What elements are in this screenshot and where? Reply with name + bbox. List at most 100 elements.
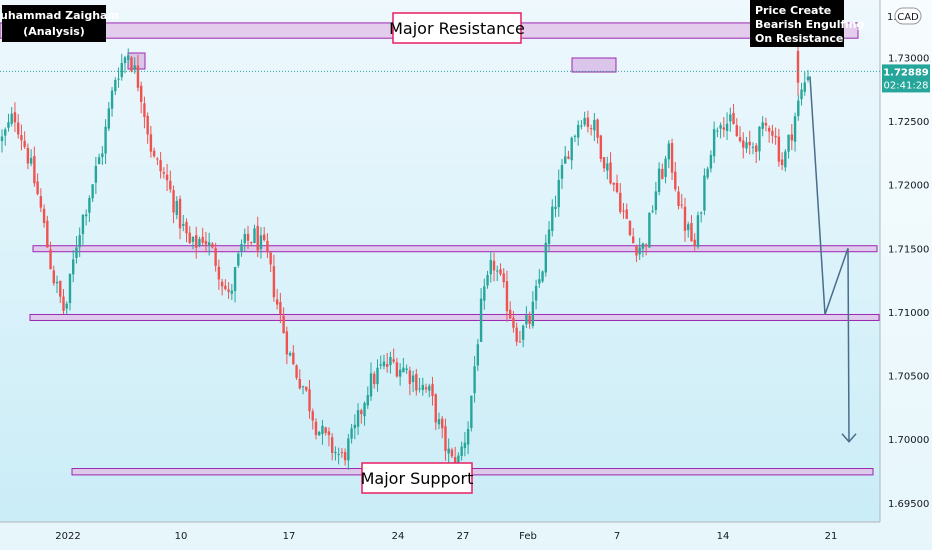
candle-body xyxy=(389,356,392,366)
candle-body xyxy=(107,108,111,129)
candle-body xyxy=(644,244,648,247)
candle-body xyxy=(379,364,382,366)
candle-body xyxy=(619,192,622,212)
x-axis-ticks: 2022 10 17 24 27 Feb 7 14 21 xyxy=(55,531,837,542)
candle-body xyxy=(589,128,593,130)
candle-body xyxy=(347,438,350,461)
candles-layer xyxy=(0,25,810,487)
y-tick-label: 1.69500 xyxy=(888,499,929,510)
candle-body xyxy=(211,243,214,248)
candle-body xyxy=(49,249,52,270)
candle-body xyxy=(62,296,65,311)
candle-body xyxy=(667,143,671,160)
x-tick-label: 21 xyxy=(825,531,838,542)
candle-body xyxy=(729,114,732,122)
candle-body xyxy=(149,134,153,152)
y-tick-label: 1.70500 xyxy=(888,372,929,383)
bearish-note-line2: Bearish Engulfing xyxy=(755,18,864,31)
candle-body xyxy=(20,135,23,141)
candle-body xyxy=(428,385,431,391)
candle-body xyxy=(7,122,10,128)
candle-body xyxy=(233,267,237,292)
candle-body xyxy=(664,158,667,177)
candle-body xyxy=(259,235,263,249)
candle-body xyxy=(738,137,742,142)
candle-body xyxy=(460,446,463,456)
candle-body xyxy=(703,175,706,211)
candle-body xyxy=(790,134,794,141)
candle-body xyxy=(382,361,386,367)
candle-body xyxy=(719,125,722,129)
candle-body xyxy=(262,234,266,241)
candle-body xyxy=(424,387,428,390)
candle-body xyxy=(593,119,596,131)
y-tick-label: 1.71000 xyxy=(888,308,929,319)
major-resistance-label-box xyxy=(392,12,522,44)
author-box xyxy=(2,5,106,42)
candle-body xyxy=(94,165,98,183)
candle-body xyxy=(16,122,20,135)
candle-body xyxy=(706,168,709,178)
candle-body xyxy=(476,344,480,366)
candle-body xyxy=(687,224,690,231)
candle-body xyxy=(784,151,787,168)
candle-body xyxy=(803,82,806,92)
candle-body xyxy=(376,367,379,385)
resistance-support-zone xyxy=(32,245,878,253)
candle-body xyxy=(596,119,599,138)
author-name: Muhammad Zaigham xyxy=(0,9,119,22)
candle-body xyxy=(23,140,26,147)
candle-body xyxy=(576,125,580,138)
candle-body xyxy=(207,242,211,247)
candle-body xyxy=(120,62,123,78)
candle-body xyxy=(279,302,282,315)
candle-body xyxy=(240,244,243,252)
candle-body xyxy=(690,222,693,242)
candle-body xyxy=(758,126,761,152)
time-axis-panel[interactable] xyxy=(0,522,880,550)
candle-body xyxy=(114,79,117,92)
candle-body xyxy=(123,57,127,64)
candle-body xyxy=(615,182,619,192)
candle-body xyxy=(761,122,764,129)
candle-body xyxy=(661,168,664,179)
candle-body xyxy=(466,429,470,445)
candle-body xyxy=(143,103,146,118)
candle-body xyxy=(68,273,72,304)
candle-body xyxy=(178,198,182,229)
candle-body xyxy=(353,424,357,429)
candle-body xyxy=(525,315,528,325)
currency-label: CAD xyxy=(897,12,919,23)
candle-body xyxy=(217,266,221,280)
candle-body xyxy=(91,184,94,199)
candle-body xyxy=(415,374,418,391)
major-support-label-box xyxy=(361,462,473,494)
y-tick-label: 1.70000 xyxy=(888,435,929,446)
candle-body xyxy=(110,90,114,109)
candle-body xyxy=(570,137,573,161)
currency-prefix: 1. xyxy=(887,12,897,23)
candle-body xyxy=(288,353,292,356)
bearish-note-box xyxy=(750,0,844,47)
candle-body xyxy=(583,117,586,125)
candle-body xyxy=(567,156,570,159)
x-tick-label: 17 xyxy=(283,531,296,542)
currency-badge[interactable] xyxy=(894,7,922,25)
candle-body xyxy=(797,100,800,117)
candle-body xyxy=(301,386,305,388)
candle-body xyxy=(385,363,389,367)
candle-body xyxy=(75,247,78,258)
candle-body xyxy=(528,315,531,324)
candle-body xyxy=(586,117,590,127)
candle-body xyxy=(780,159,784,166)
candle-body xyxy=(182,223,185,226)
candle-body xyxy=(298,378,301,389)
candle-body xyxy=(518,341,522,343)
candle-body xyxy=(722,127,726,130)
candle-body xyxy=(188,232,191,244)
candle-body xyxy=(195,235,198,248)
candle-body xyxy=(489,259,492,275)
y-tick-label: 1.73000 xyxy=(888,53,929,64)
candle-body xyxy=(515,327,518,342)
